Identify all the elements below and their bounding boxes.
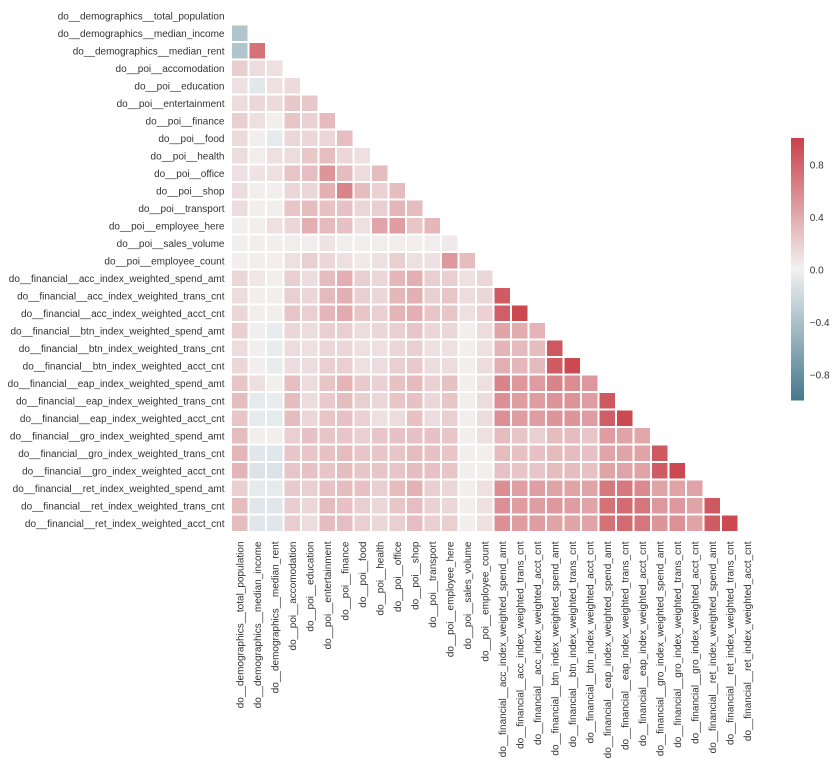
svg-text:0.4: 0.4 (810, 213, 824, 224)
svg-text:do__poi__employee_here: do__poi__employee_here (445, 541, 456, 657)
svg-text:do__poi__sales_volume: do__poi__sales_volume (463, 541, 474, 649)
svg-text:do__poi__employee_count: do__poi__employee_count (104, 256, 224, 267)
svg-text:do__financial__gro_index_weigh: do__financial__gro_index_weighted_spend_… (10, 431, 225, 442)
svg-text:do__financial__btn_index_weigh: do__financial__btn_index_weighted_spend_… (10, 326, 224, 337)
svg-text:−0.8: −0.8 (810, 371, 830, 382)
svg-text:do__financial__eap_index_weigh: do__financial__eap_index_weighted_spend_… (8, 379, 225, 390)
svg-text:do__financial__ret_index_weigh: do__financial__ret_index_weighted_trans_… (21, 501, 225, 512)
svg-text:do__poi__entertainment: do__poi__entertainment (117, 99, 225, 110)
svg-text:0.8: 0.8 (810, 161, 824, 172)
svg-text:do__financial__gro_index_weigh: do__financial__gro_index_weighted_trans_… (18, 449, 224, 460)
svg-text:do__financial__gro_index_weigh: do__financial__gro_index_weighted_trans_… (673, 541, 684, 747)
svg-text:do__poi__finance: do__poi__finance (146, 116, 225, 127)
svg-text:do__poi__shop: do__poi__shop (156, 186, 225, 197)
svg-text:do__financial__acc_index_weigh: do__financial__acc_index_weighted_trans_… (17, 291, 225, 302)
svg-text:do__financial__acc_index_weigh: do__financial__acc_index_weighted_trans_… (515, 541, 526, 749)
svg-text:do__financial__gro_index_weigh: do__financial__gro_index_weighted_acct_c… (690, 541, 701, 744)
svg-text:do__demographics__median_incom: do__demographics__median_income (253, 541, 264, 708)
svg-text:do__financial__ret_index_weigh: do__financial__ret_index_weighted_spend_… (708, 541, 719, 753)
svg-text:do__financial__gro_index_weigh: do__financial__gro_index_weighted_spend_… (655, 541, 666, 756)
svg-text:do__poi__food: do__poi__food (158, 134, 224, 145)
svg-text:do__financial__ret_index_weigh: do__financial__ret_index_weighted_trans_… (725, 541, 736, 745)
svg-text:do__financial__btn_index_weigh: do__financial__btn_index_weighted_trans_… (19, 344, 225, 355)
svg-text:do__demographics__median_rent: do__demographics__median_rent (73, 46, 225, 57)
svg-text:do__financial__ret_index_weigh: do__financial__ret_index_weighted_acct_c… (743, 541, 754, 741)
svg-text:do__poi__office: do__poi__office (154, 169, 225, 180)
svg-text:do__poi__shop: do__poi__shop (410, 541, 421, 610)
svg-text:do__demographics__median_incom: do__demographics__median_income (58, 29, 225, 40)
svg-text:do__financial__acc_index_weigh: do__financial__acc_index_weighted_spend_… (9, 274, 225, 285)
svg-text:do__financial__eap_index_weigh: do__financial__eap_index_weighted_trans_… (620, 541, 631, 750)
svg-text:do__poi__food: do__poi__food (358, 542, 369, 608)
svg-text:do__financial__eap_index_weigh: do__financial__eap_index_weighted_trans_… (16, 396, 225, 407)
svg-text:do__financial__ret_index_weigh: do__financial__ret_index_weighted_acct_c… (25, 519, 225, 530)
svg-text:do__poi__transport: do__poi__transport (428, 541, 439, 627)
svg-text:do__poi__employee_here: do__poi__employee_here (109, 221, 225, 232)
svg-text:do__financial__btn_index_weigh: do__financial__btn_index_weighted_spend_… (550, 541, 561, 755)
svg-text:do__financial__acc_index_weigh: do__financial__acc_index_weighted_spend_… (498, 541, 509, 757)
svg-text:do__poi__employee_count: do__poi__employee_count (480, 541, 491, 661)
svg-text:do__demographics__median_rent: do__demographics__median_rent (270, 541, 281, 693)
svg-text:do__poi__health: do__poi__health (375, 542, 386, 616)
svg-text:do__financial__acc_index_weigh: do__financial__acc_index_weighted_acct_c… (21, 309, 225, 320)
svg-text:do__financial__acc_index_weigh: do__financial__acc_index_weighted_acct_c… (533, 541, 544, 745)
svg-text:do__poi__health: do__poi__health (151, 151, 225, 162)
svg-text:do__poi__accomodation: do__poi__accomodation (116, 64, 225, 75)
svg-text:do__financial__gro_index_weigh: do__financial__gro_index_weighted_acct_c… (22, 466, 225, 477)
svg-text:do__financial__eap_index_weigh: do__financial__eap_index_weighted_acct_c… (638, 541, 649, 746)
svg-text:do__poi__accomodation: do__poi__accomodation (288, 542, 299, 651)
svg-text:do__financial__ret_index_weigh: do__financial__ret_index_weighted_spend_… (13, 484, 225, 495)
svg-text:do__financial__btn_index_weigh: do__financial__btn_index_weighted_trans_… (568, 541, 579, 747)
svg-text:do__poi__education: do__poi__education (134, 81, 224, 92)
svg-text:do__financial__eap_index_weigh: do__financial__eap_index_weighted_spend_… (603, 541, 614, 758)
svg-text:do__demographics__total_popula: do__demographics__total_population (235, 542, 246, 709)
svg-text:do__poi__entertainment: do__poi__entertainment (323, 541, 334, 649)
svg-text:do__poi__transport: do__poi__transport (138, 204, 224, 215)
svg-text:do__demographics__total_popula: do__demographics__total_population (58, 11, 225, 22)
svg-text:−0.4: −0.4 (810, 318, 830, 329)
svg-text:do__financial__btn_index_weigh: do__financial__btn_index_weighted_acct_c… (585, 541, 596, 743)
svg-text:do__poi__finance: do__poi__finance (340, 541, 351, 620)
svg-text:do__financial__btn_index_weigh: do__financial__btn_index_weighted_acct_c… (23, 361, 225, 372)
svg-text:do__poi__sales_volume: do__poi__sales_volume (117, 239, 225, 250)
svg-text:do__financial__eap_index_weigh: do__financial__eap_index_weighted_acct_c… (20, 414, 225, 425)
svg-text:do__poi__office: do__poi__office (393, 541, 404, 612)
svg-text:0.0: 0.0 (810, 266, 824, 277)
svg-text:do__poi__education: do__poi__education (305, 542, 316, 632)
